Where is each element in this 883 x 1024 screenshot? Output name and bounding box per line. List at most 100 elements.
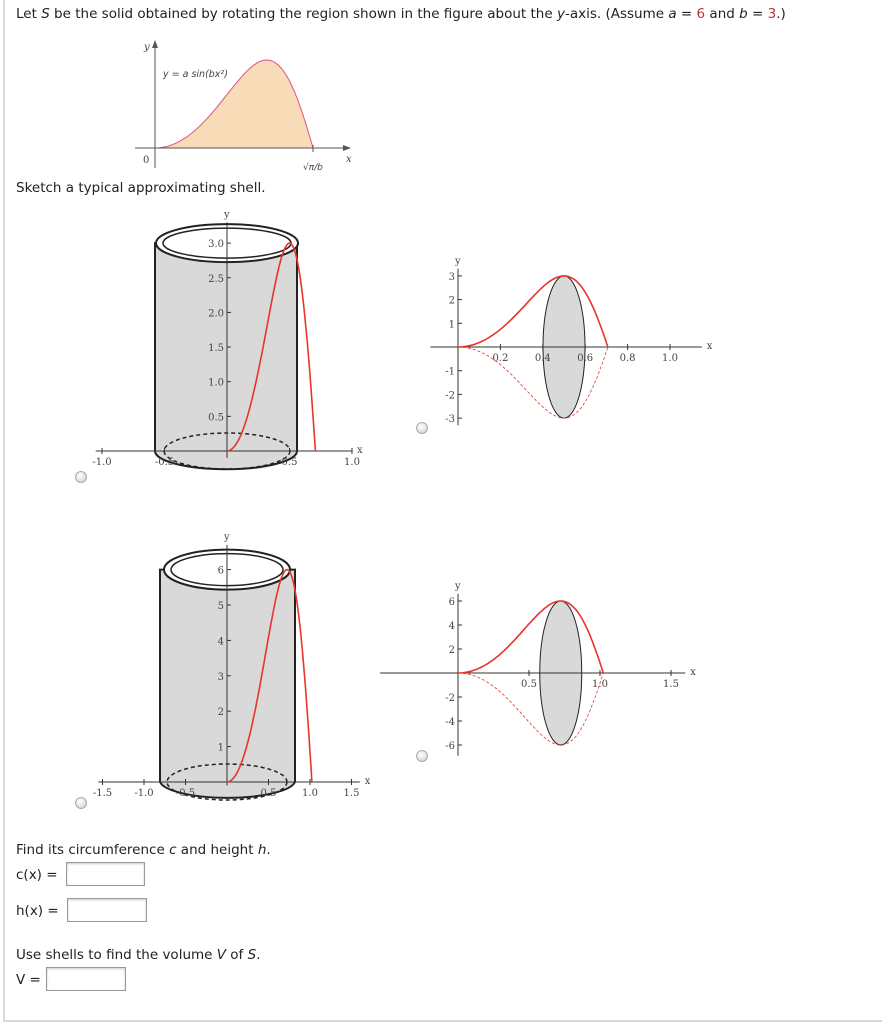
region-fill xyxy=(155,60,313,148)
x-tick-label: 0.5 xyxy=(521,679,537,690)
y-tick-label: 4 xyxy=(449,621,455,632)
y-tick-label: 6 xyxy=(218,566,224,577)
x-tick-label: 0.6 xyxy=(577,353,593,364)
y-arrow-icon xyxy=(152,40,158,48)
y-tick-label: 2.0 xyxy=(208,308,224,319)
f-c: c xyxy=(169,842,177,858)
option-2-disk-plot: 0.2 0.4 0.6 0.8 1.0 3 2 1 -1 -2 -3 x y xyxy=(430,256,713,426)
x-tick-label: 0.2 xyxy=(492,353,508,364)
x-tick-label: -0.5 xyxy=(176,788,195,799)
function-curve xyxy=(226,242,317,452)
function-curve xyxy=(226,568,313,783)
v-s: S xyxy=(247,947,257,963)
x-tick-label: 0.4 xyxy=(535,353,551,364)
q-eq2: = xyxy=(747,6,768,22)
x-tick-label: 1.5 xyxy=(663,679,679,690)
option-1-shell-plot: -1.0 -0.5 0.5 1.0 0.5 1.0 1.5 2.0 2.5 3.0 x y xyxy=(92,209,363,471)
v-label: V = xyxy=(16,972,41,988)
option-1-radio[interactable] xyxy=(75,471,87,483)
x-tick-label: 1.0 xyxy=(302,788,318,799)
y-axis-label: y xyxy=(454,256,461,267)
function-curve xyxy=(458,600,605,674)
question-text: Let S be the solid obtained by rotating … xyxy=(16,6,786,22)
y-tick-label: 1 xyxy=(218,743,224,754)
q-t2: be the solid obtained by rotating the re… xyxy=(49,6,557,22)
shell-wall xyxy=(154,242,298,471)
q-s: S xyxy=(41,6,50,22)
y-tick-label: 3.0 xyxy=(208,239,224,250)
x-tick-label: -1.5 xyxy=(93,788,112,799)
option-2-radio[interactable] xyxy=(416,422,428,434)
v-t2: of xyxy=(226,947,248,963)
volume-prompt: Use shells to find the volume V of S. xyxy=(16,947,260,963)
question-frame xyxy=(3,0,882,1022)
y-label: y xyxy=(143,42,150,53)
y-tick-label: 1.5 xyxy=(208,343,224,354)
reflected-curve xyxy=(458,672,604,746)
option-4-disk-plot: 0.5 1.0 1.5 6 4 2 -2 -4 -6 x y xyxy=(379,581,696,756)
x-label: x xyxy=(346,154,352,165)
y-tick-label: -1 xyxy=(445,367,455,378)
b-value: 3 xyxy=(767,6,777,22)
y-tick-label: 4 xyxy=(218,636,224,647)
y-tick-label: -4 xyxy=(445,717,455,728)
y-tick-label: 2 xyxy=(449,645,455,656)
y-axis-label: y xyxy=(223,209,230,220)
y-tick-label: -6 xyxy=(445,741,455,752)
q-y: y xyxy=(556,6,565,22)
origin-label: 0 xyxy=(143,155,149,166)
x-tick-label: 0.5 xyxy=(282,457,298,468)
y-axis-label: y xyxy=(223,532,230,543)
x-tick-label: -1.0 xyxy=(92,457,111,468)
x-tick-label: 1.0 xyxy=(592,679,608,690)
h-input[interactable] xyxy=(67,898,147,922)
function-curve xyxy=(458,275,609,348)
y-tick-label: 2 xyxy=(218,707,224,718)
v-t1: Use shells to find the volume xyxy=(16,947,217,963)
c-label: c(x) = xyxy=(16,867,58,883)
q-close: .) xyxy=(776,6,786,22)
curve-label: y = a sin(bx²) xyxy=(162,69,228,80)
v-v: V xyxy=(216,947,226,963)
y-tick-label: 1 xyxy=(449,319,455,330)
y-tick-label: 1.0 xyxy=(208,378,224,389)
region-curve xyxy=(154,59,314,149)
q-and: and xyxy=(705,6,740,22)
v-input[interactable] xyxy=(46,967,126,991)
y-tick-label: -2 xyxy=(445,390,455,401)
y-tick-label: 3 xyxy=(449,272,455,283)
x-axis-label: x xyxy=(707,341,713,352)
sketch-prompt: Sketch a typical approximating shell. xyxy=(16,180,266,196)
a-value: 6 xyxy=(696,6,706,22)
region-figure: y x 0 √π/b y = a sin(bx²) xyxy=(135,40,352,173)
x-tick-label: 0.5 xyxy=(261,788,277,799)
f-t3: . xyxy=(266,842,271,858)
c-input[interactable] xyxy=(66,862,145,886)
y-tick-label: 2 xyxy=(449,296,455,307)
x-tick-label: 1.0 xyxy=(344,457,360,468)
y-tick-label: 5 xyxy=(218,601,224,612)
v-t3: . xyxy=(256,947,261,963)
x-tick-label: 0.8 xyxy=(620,353,636,364)
x-axis-label: x xyxy=(690,667,696,678)
h-label: h(x) = xyxy=(16,903,59,919)
f-t2: and height xyxy=(176,842,258,858)
x-axis-label: x xyxy=(357,445,363,456)
y-tick-label: 0.5 xyxy=(208,412,224,423)
f-h: h xyxy=(257,842,267,858)
x-tick-label: -1.0 xyxy=(134,788,153,799)
option-4-radio[interactable] xyxy=(416,750,428,762)
x-tick-label: 1.0 xyxy=(662,353,678,364)
find-prompt: Find its circumference c and height h. xyxy=(16,842,271,858)
y-tick-label: -3 xyxy=(445,414,455,425)
option-3-shell-plot: -1.5 -1.0 -0.5 0.5 1.0 1.5 1 2 3 4 5 6 x y xyxy=(93,532,371,801)
y-tick-label: 6 xyxy=(449,597,455,608)
option-3-radio[interactable] xyxy=(75,797,87,809)
x-arrow-icon xyxy=(343,145,351,151)
q-eq: = xyxy=(676,6,697,22)
x-axis-label: x xyxy=(365,776,371,787)
q-a: a xyxy=(668,6,677,22)
x-tick-label: -0.5 xyxy=(155,457,174,468)
x-tick-label: 1.5 xyxy=(344,788,360,799)
